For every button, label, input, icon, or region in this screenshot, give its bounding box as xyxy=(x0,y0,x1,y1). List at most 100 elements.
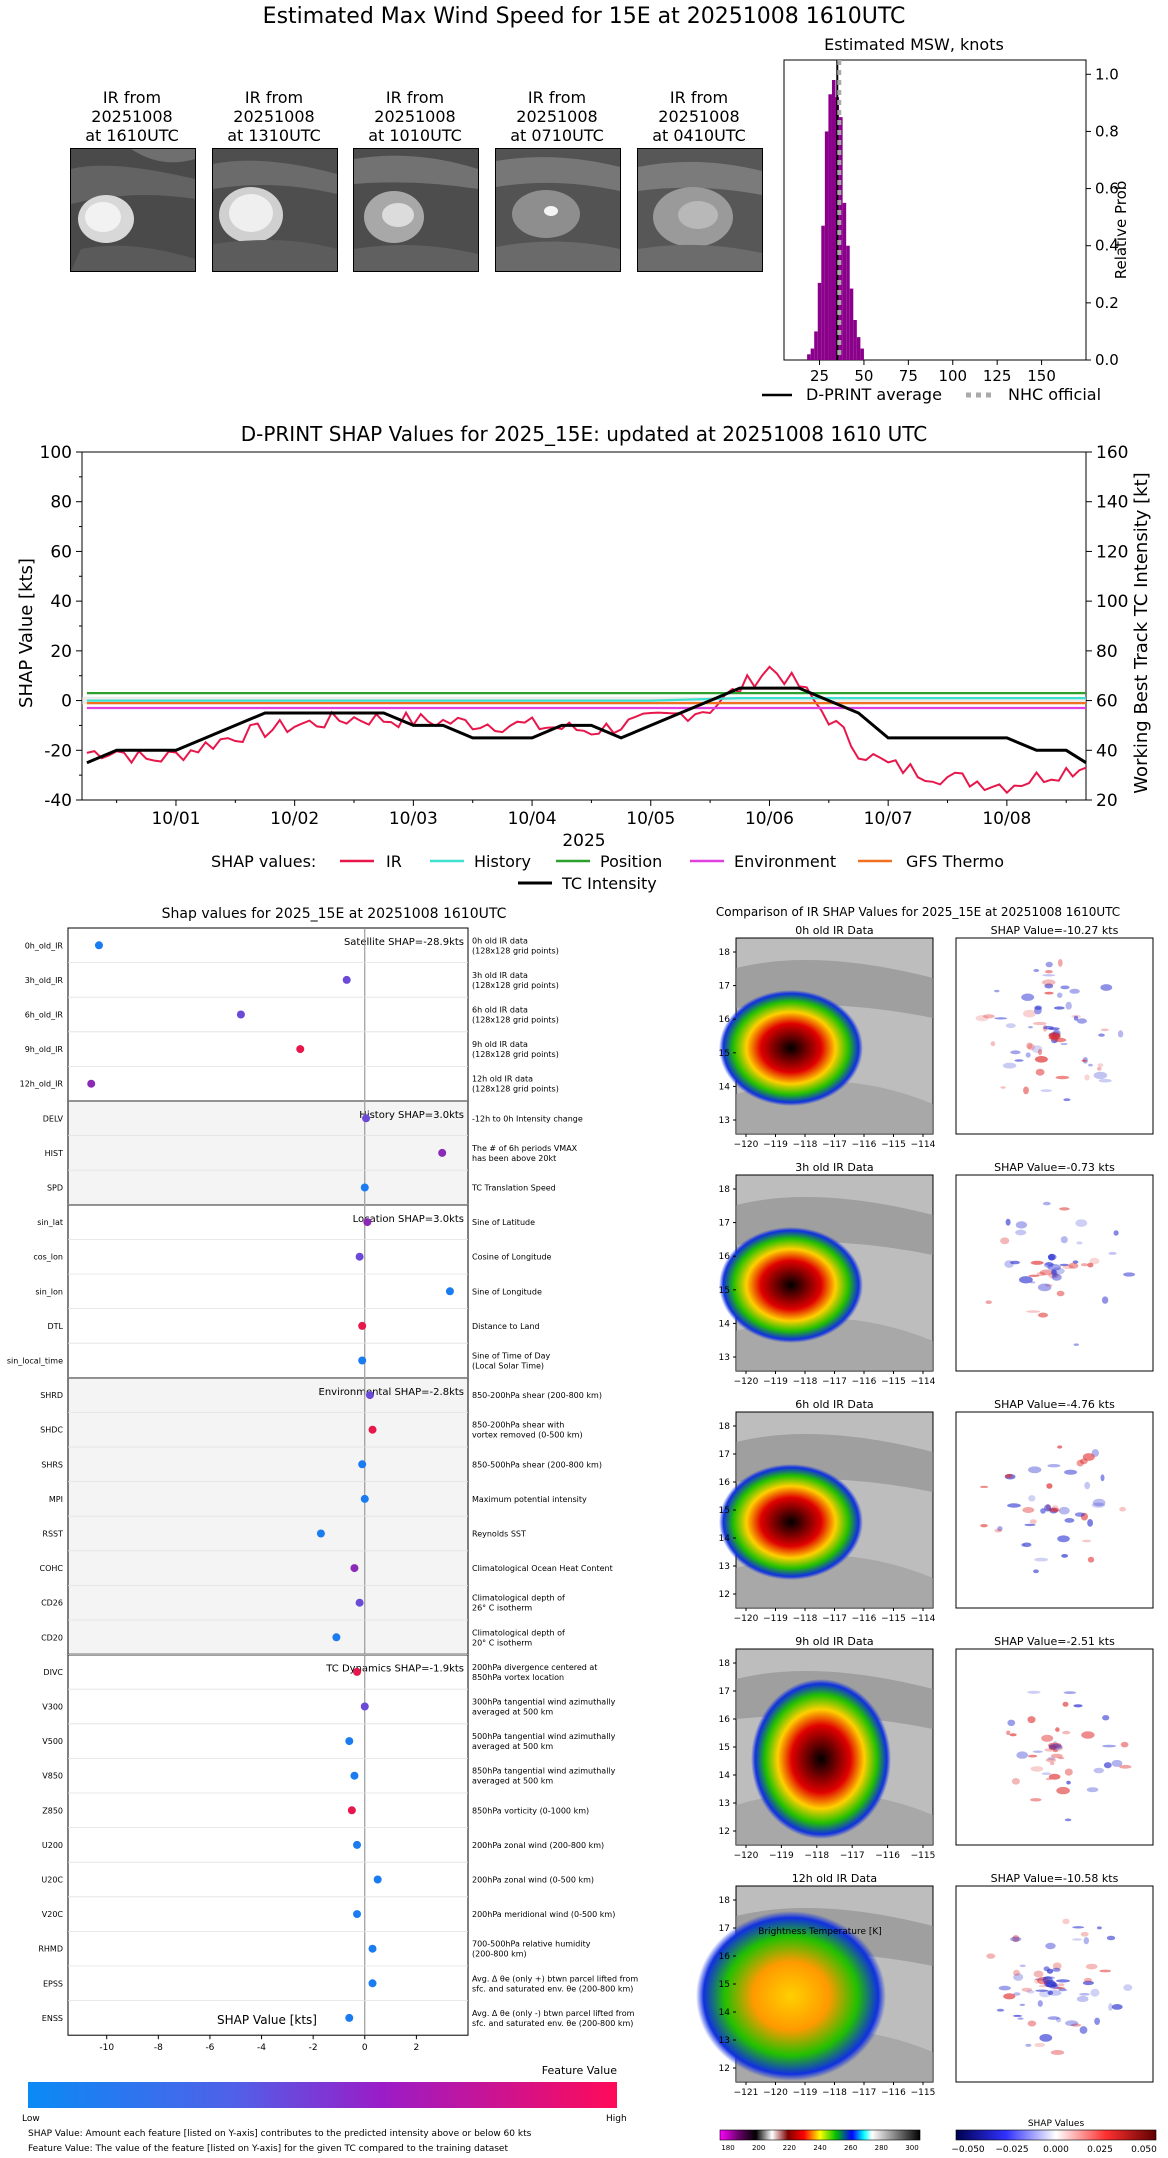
ir-ytick-label: 14 xyxy=(719,1319,731,1329)
ir-xtick-label: −116 xyxy=(852,1377,877,1387)
shap-blob xyxy=(1047,2016,1060,2020)
shap-blob xyxy=(1053,1985,1059,1989)
msw-bar xyxy=(842,202,847,360)
msw-ytick-label: 0.2 xyxy=(1095,294,1119,312)
shap-blob xyxy=(1030,1766,1044,1772)
shap-blob xyxy=(1064,1518,1075,1523)
ir-panel-title: 12h old IR Data xyxy=(792,1872,877,1885)
ir-panel-title: 0h old IR Data xyxy=(795,924,873,937)
ts-xtick-label: 10/07 xyxy=(864,809,913,829)
ts-xtick-label: 10/08 xyxy=(982,809,1031,829)
feature-name: 3h_old_IR xyxy=(25,976,64,985)
ts-left-tick-label: 100 xyxy=(40,443,72,463)
shap-blob xyxy=(1025,1052,1031,1058)
shap-blob xyxy=(1011,1778,1020,1785)
shap-ts-xlabel: 2025 xyxy=(562,831,605,851)
shap-blob xyxy=(1053,1745,1064,1751)
shap-blob xyxy=(1021,993,1035,1001)
shap-blob xyxy=(1043,1976,1055,1979)
sv-tick-label: −0.050 xyxy=(951,2145,985,2155)
ir-xtick-label: −117 xyxy=(840,1851,865,1861)
shap-blob xyxy=(1048,1254,1055,1261)
feature-desc: TC Translation Speed xyxy=(471,1184,556,1193)
shap-blob xyxy=(1123,1984,1133,1991)
shap-blob xyxy=(1028,1466,1042,1474)
shap-blob xyxy=(1041,979,1056,986)
ir-thumb-svg xyxy=(354,149,478,271)
shap-blob xyxy=(1019,1276,1033,1284)
shap-blob xyxy=(1119,1506,1126,1512)
ir-ytick-label: 13 xyxy=(719,2036,730,2046)
legend-ir-label: IR xyxy=(386,852,402,871)
ts-left-tick-label: 80 xyxy=(50,493,72,513)
shap-blob xyxy=(1037,2000,1043,2007)
msw-bar xyxy=(807,354,811,360)
bt-tick-label: 280 xyxy=(875,2144,888,2152)
ts-series-history xyxy=(86,697,1086,702)
legend-history-label: History xyxy=(474,852,531,871)
shap-blob xyxy=(980,1485,989,1489)
shap-blob xyxy=(1038,1048,1042,1056)
shap-blob xyxy=(1092,1498,1106,1507)
msw-bar xyxy=(853,320,857,360)
ir-ytick-label: 18 xyxy=(719,1185,731,1195)
beeswarm-xtick-label: -4 xyxy=(257,2043,266,2053)
shap-blob xyxy=(1087,1262,1094,1268)
legend-gfs-label: GFS Thermo xyxy=(906,852,1004,871)
feature-desc: (128x128 grid points) xyxy=(472,946,559,955)
shap-blob xyxy=(1048,1032,1061,1040)
beeswarm-chart: Shap values for 2025_15E at 20251008 161… xyxy=(7,906,639,2154)
feature-desc: Maximum potential intensity xyxy=(472,1495,587,1504)
shap-blob xyxy=(1076,1018,1087,1024)
ir-ytick-label: 15 xyxy=(719,1743,730,1753)
bt-colorbar-gradient xyxy=(719,2129,921,2141)
beeswarm-xtick-label: -6 xyxy=(205,2043,214,2053)
msw-bar xyxy=(824,131,829,360)
page-title: Estimated Max Wind Speed for 15E at 2025… xyxy=(262,4,906,29)
feature-shap-point xyxy=(296,1045,305,1054)
shap-blob xyxy=(1032,1750,1043,1753)
shap-blob xyxy=(1079,2026,1088,2034)
beeswarm-xtick-label: -10 xyxy=(99,2043,114,2053)
ir-ytick-label: 12 xyxy=(719,1590,730,1600)
shap-blob xyxy=(1003,1993,1016,2000)
feature-desc: 500hPa tangential wind azimuthally xyxy=(472,1732,616,1741)
shap-blob xyxy=(1076,1459,1084,1467)
thumb-title-line: at 0410UTC xyxy=(652,126,746,145)
feature-shap-point xyxy=(94,941,103,950)
shap-blob xyxy=(1108,1251,1117,1255)
ir-xtick-label: −118 xyxy=(793,1614,818,1624)
feature-group-label: Environmental SHAP=-2.8kts xyxy=(319,1387,465,1398)
feature-desc: sfc. and saturated env. θe (200-800 km) xyxy=(472,1984,633,1993)
msw-chart-title: Estimated MSW, knots xyxy=(824,35,1004,54)
ts-left-tick-label: -40 xyxy=(44,791,72,811)
ts-xtick-label: 10/03 xyxy=(389,809,438,829)
ir-ytick-label: 15 xyxy=(719,1506,730,1516)
shap-blob xyxy=(1033,969,1040,972)
bt-tick-label: 300 xyxy=(905,2144,918,2152)
shap-blob xyxy=(1034,1056,1048,1063)
beeswarm-xtick-label: 2 xyxy=(414,2043,420,2053)
shap-blob xyxy=(1065,1001,1072,1010)
feature-shap-point xyxy=(438,1148,447,1157)
feature-name: CD26 xyxy=(41,1599,63,1608)
shap-blob xyxy=(1051,1505,1059,1513)
bt-tick-label: 200 xyxy=(752,2144,765,2152)
beeswarm-title: Shap values for 2025_15E at 20251008 161… xyxy=(162,906,507,922)
feature-shap-point xyxy=(345,1737,354,1746)
ts-right-tick-label: 20 xyxy=(1096,791,1118,811)
ir-xtick-label: −120 xyxy=(734,1851,759,1861)
feature-desc: Avg. Δ θe (only +) btwn parcel lifted fr… xyxy=(472,1974,638,1983)
feature-desc: Cosine of Longitude xyxy=(472,1253,552,1262)
shap-blob xyxy=(1041,1734,1054,1742)
shap-panel-title: SHAP Value=-10.58 kts xyxy=(991,1872,1119,1885)
feature-desc: (128x128 grid points) xyxy=(472,981,559,990)
ts-xtick-label: 10/02 xyxy=(270,809,319,829)
ir-storm-core xyxy=(719,1464,863,1580)
feature-name: HIST xyxy=(45,1149,63,1158)
shap-blob xyxy=(1005,1023,1016,1029)
shap-blob xyxy=(1049,1761,1055,1766)
feature-name: 6h_old_IR xyxy=(25,1011,64,1020)
shap-blob xyxy=(996,2008,1005,2012)
feature-name: cos_lon xyxy=(33,1253,63,1262)
